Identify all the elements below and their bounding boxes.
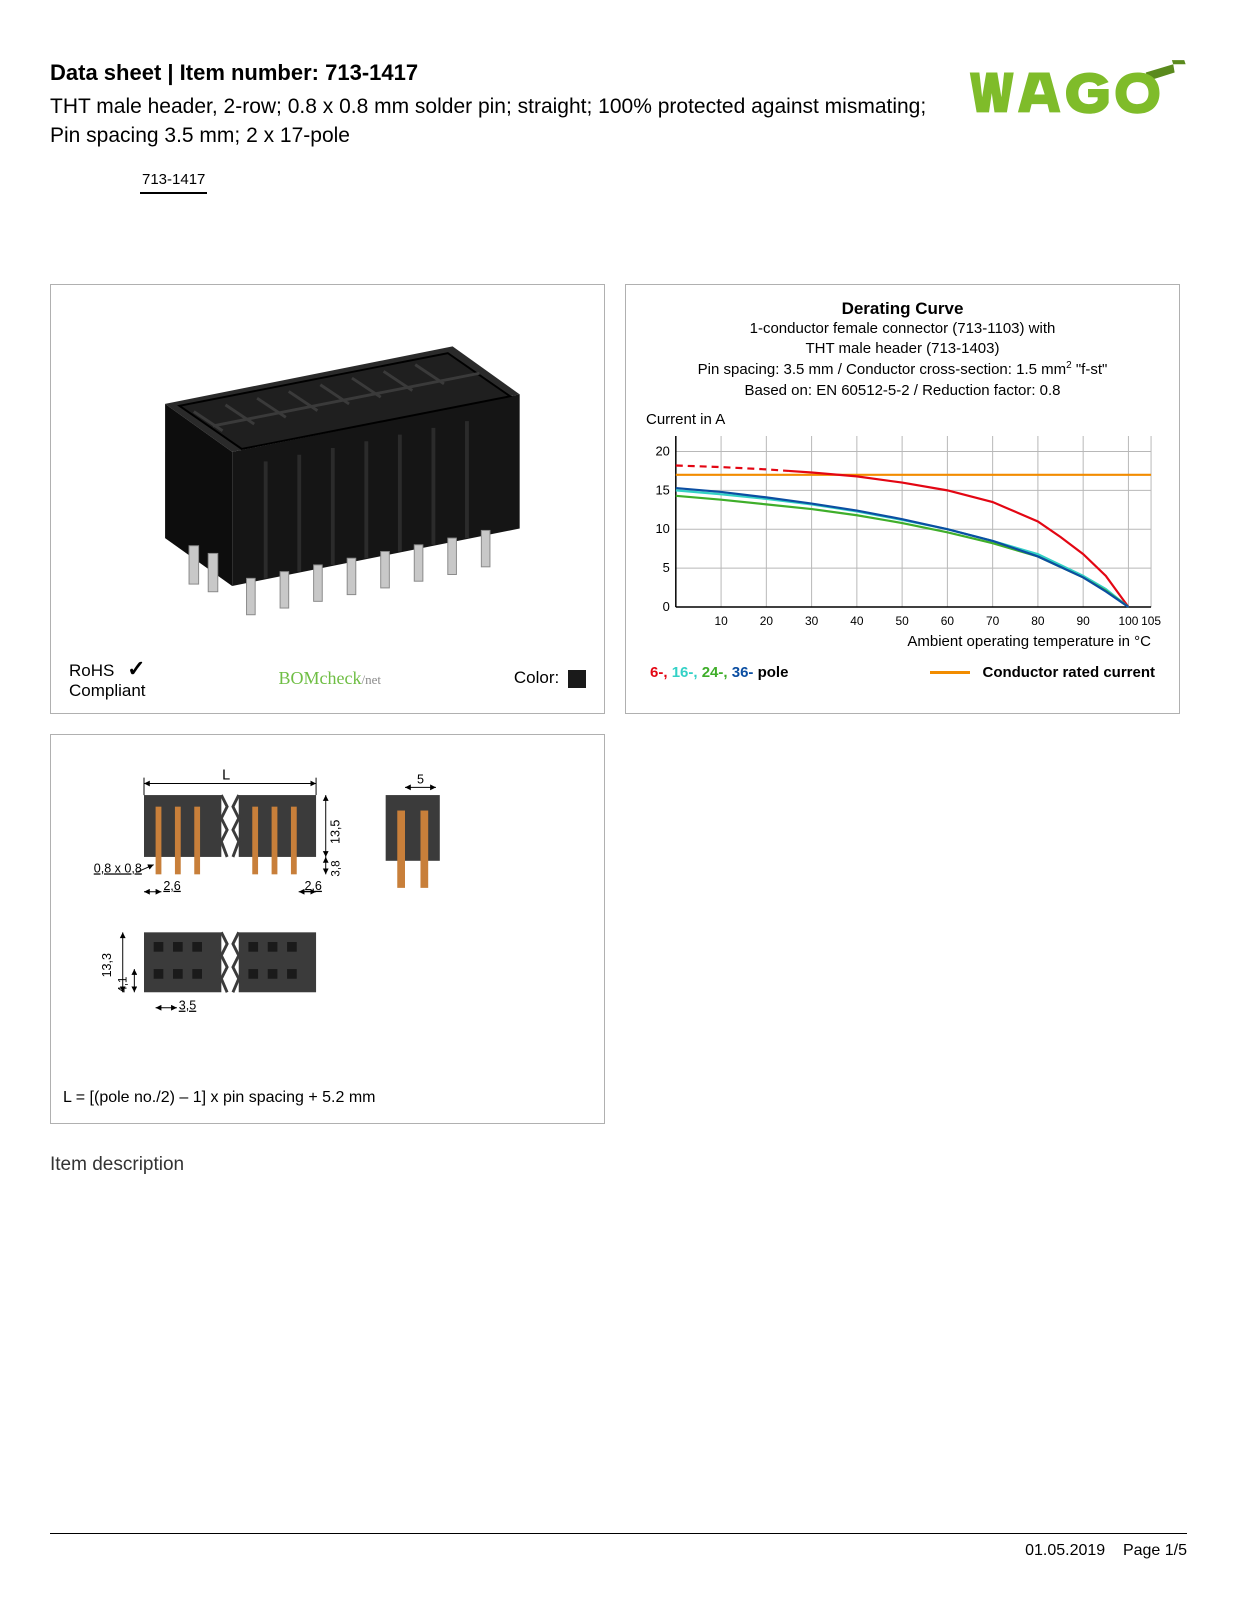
chart-title: Derating Curve xyxy=(644,299,1161,319)
chart-sub2: THT male header (713-1403) xyxy=(806,340,1000,357)
derating-chart: 0 5 10 15 20 10 20 30 40 50 60 70 80 90 100105 xyxy=(644,430,1161,629)
chart-sub3b: "f-st" xyxy=(1072,361,1108,378)
color-label: Color: xyxy=(514,668,559,687)
chart-subtitle: 1-conductor female connector (713-1103) … xyxy=(644,319,1161,401)
product-image-panel: RoHS ✓ Compliant BOMcheck/net Color: xyxy=(50,284,605,714)
dim-13-5: 13,5 xyxy=(328,819,342,843)
dim-13-3: 13,3 xyxy=(100,953,114,977)
svg-text:20: 20 xyxy=(760,614,774,628)
svg-text:50: 50 xyxy=(895,614,909,628)
rohs-label: RoHS xyxy=(69,661,114,680)
footer-date: 01.05.2019 xyxy=(1025,1542,1105,1559)
legend-rated-label: Conductor rated current xyxy=(982,664,1155,681)
dim-5: 5 xyxy=(417,772,424,786)
chart-ylabel: Current in A xyxy=(646,411,1161,428)
page-title: Data sheet | Item number: 713-1417 xyxy=(50,60,947,86)
legend-36pole: 36- xyxy=(732,664,754,681)
svg-text:80: 80 xyxy=(1031,614,1045,628)
chart-sub3a: Pin spacing: 3.5 mm / Conductor cross-se… xyxy=(698,361,1066,378)
svg-text:40: 40 xyxy=(850,614,864,628)
svg-text:15: 15 xyxy=(655,482,669,497)
legend-rated: Conductor rated current xyxy=(930,664,1155,681)
bomcheck-text: BOMcheck xyxy=(278,668,361,688)
header: Data sheet | Item number: 713-1417 THT m… xyxy=(50,60,1187,194)
bomcheck-logo: BOMcheck/net xyxy=(278,668,380,689)
svg-text:0: 0 xyxy=(663,599,670,614)
dim-0-8: 0,8 x 0,8 xyxy=(94,861,142,875)
legend-poles: 6-, 16-, 24-, 36- pole xyxy=(650,664,788,681)
dim-2-6b: 2,6 xyxy=(304,879,321,893)
derating-chart-panel: Derating Curve 1-conductor female connec… xyxy=(625,284,1180,714)
header-text: Data sheet | Item number: 713-1417 THT m… xyxy=(50,60,967,194)
compliant-label: Compliant xyxy=(69,681,146,700)
title-item-number: 713-1417 xyxy=(325,60,418,85)
rohs-compliant: RoHS ✓ Compliant xyxy=(69,656,146,701)
dim-4-1: 4,1 xyxy=(117,976,130,992)
dim-L: L xyxy=(222,768,230,784)
bomcheck-net: /net xyxy=(361,672,381,687)
check-icon: ✓ xyxy=(127,656,145,681)
page-footer: 01.05.2019 Page 1/5 xyxy=(50,1533,1187,1560)
chart-xlabel: Ambient operating temperature in °C xyxy=(644,633,1161,650)
item-number-badge: 713-1417 xyxy=(140,169,207,194)
color-swatch xyxy=(568,670,586,688)
svg-text:10: 10 xyxy=(714,614,728,628)
dim-3-8: 3,8 xyxy=(329,860,342,876)
chart-sub1: 1-conductor female connector (713-1103) … xyxy=(750,320,1056,337)
legend-pole-suffix: pole xyxy=(758,664,789,681)
svg-text:70: 70 xyxy=(986,614,1000,628)
wago-logo xyxy=(967,60,1187,127)
legend-24pole: 24-, xyxy=(702,664,728,681)
dimensions-panel: L 13,5 3,8 0,8 x 0,8 2,6 2,6 xyxy=(50,734,605,1124)
dimensions-drawing: L 13,5 3,8 0,8 x 0,8 2,6 2,6 xyxy=(63,747,592,1079)
compliance-row: RoHS ✓ Compliant BOMcheck/net Color: xyxy=(63,656,592,701)
svg-text:90: 90 xyxy=(1077,614,1091,628)
legend-rated-line xyxy=(930,671,970,674)
dimensions-formula: L = [(pole no./2) – 1] x pin spacing + 5… xyxy=(63,1089,592,1107)
title-prefix: Data sheet | Item number: xyxy=(50,60,325,85)
svg-text:20: 20 xyxy=(655,443,669,458)
svg-text:5: 5 xyxy=(663,560,670,575)
svg-text:10: 10 xyxy=(655,521,669,536)
svg-text:30: 30 xyxy=(805,614,819,628)
svg-text:100: 100 xyxy=(1118,614,1138,628)
footer-page: Page 1/5 xyxy=(1123,1542,1187,1559)
svg-text:105: 105 xyxy=(1141,614,1161,628)
chart-sub4: Based on: EN 60512-5-2 / Reduction facto… xyxy=(744,382,1060,399)
legend-6pole: 6-, xyxy=(650,664,668,681)
dim-2-6a: 2,6 xyxy=(163,879,180,893)
color-indicator: Color: xyxy=(514,668,586,688)
section-heading-item-description: Item description xyxy=(50,1154,1187,1176)
chart-legend: 6-, 16-, 24-, 36- pole Conductor rated c… xyxy=(644,664,1161,681)
legend-16pole: 16-, xyxy=(672,664,698,681)
svg-text:60: 60 xyxy=(941,614,955,628)
product-image xyxy=(63,297,592,656)
dim-3-5: 3,5 xyxy=(179,998,196,1012)
page-subtitle: THT male header, 2-row; 0.8 x 0.8 mm sol… xyxy=(50,92,947,151)
